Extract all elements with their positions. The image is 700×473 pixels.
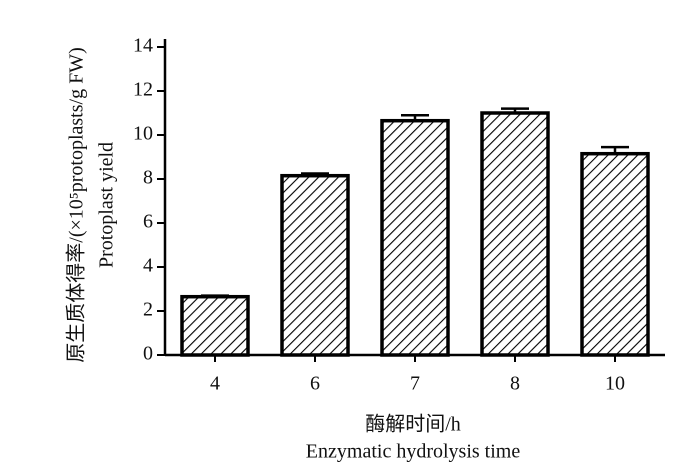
y-tick-label: 2 bbox=[143, 299, 153, 321]
x-tick-label: 4 bbox=[210, 373, 220, 395]
y-label-line: Protoplast yield bbox=[96, 142, 118, 268]
y-label-line: 原生质体得率/(×10⁵protoplasts/g FW) bbox=[65, 47, 88, 362]
bar bbox=[280, 173, 350, 357]
y-tick-label: 6 bbox=[143, 211, 153, 233]
bar bbox=[180, 294, 250, 357]
x-tick-label: 8 bbox=[510, 373, 520, 395]
y-tick-label: 10 bbox=[133, 123, 153, 145]
bar bbox=[580, 151, 650, 357]
x-label: 酶解时间/h bbox=[365, 413, 461, 436]
x-tick-label: 6 bbox=[310, 373, 320, 395]
x-tick-label: 7 bbox=[410, 373, 420, 395]
y-tick-label: 0 bbox=[143, 343, 153, 365]
bar bbox=[380, 118, 450, 357]
y-tick-label: 12 bbox=[133, 79, 153, 101]
y-tick-label: 4 bbox=[143, 255, 153, 277]
y-label: 原生质体得率/(×10⁵protoplasts/g FW) Protoplast… bbox=[65, 47, 118, 362]
x-tick-label: 10 bbox=[605, 373, 625, 395]
bar bbox=[480, 111, 550, 357]
y-tick-label: 14 bbox=[133, 35, 153, 57]
x-label: Enzymatic hydrolysis time bbox=[306, 441, 521, 463]
y-tick-label: 8 bbox=[143, 167, 153, 189]
